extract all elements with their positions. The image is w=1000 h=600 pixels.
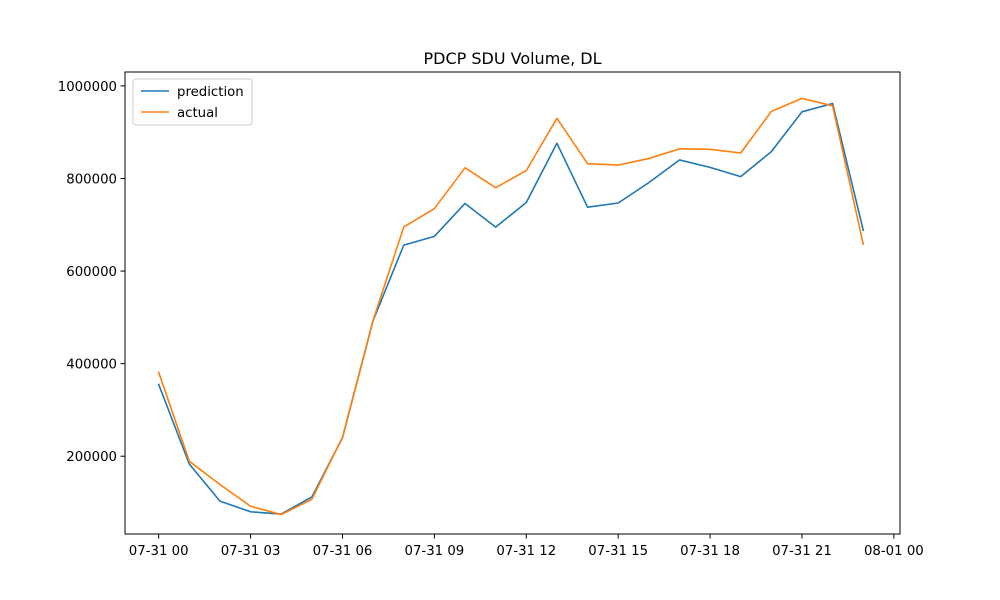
x-tick-label: 07-31 12 (496, 544, 556, 559)
y-tick-label: 400000 (66, 358, 117, 373)
legend-label-prediction: prediction (177, 85, 244, 100)
plot-area (157, 97, 865, 516)
x-tick-label: 08-01 00 (864, 544, 924, 559)
y-tick-label: 800000 (66, 172, 117, 187)
chart-title: PDCP SDU Volume, DL (423, 49, 601, 68)
x-tick-label: 07-31 06 (313, 544, 373, 559)
series-line-actual (157, 97, 865, 516)
axes: 07-31 00 07-31 03 07-31 06 07-31 09 07-31 12… (58, 71, 924, 559)
series-line-prediction (157, 102, 865, 515)
x-tick-label: 07-31 00 (129, 544, 189, 559)
x-tick-label: 07-31 15 (588, 544, 648, 559)
x-tick-label: 07-31 03 (221, 544, 281, 559)
y-tick-label: 200000 (66, 450, 117, 465)
legend: prediction actual (132, 78, 253, 126)
x-tick-label: 07-31 18 (680, 544, 740, 559)
legend-label-actual: actual (177, 106, 218, 121)
x-tick-label: 07-31 21 (772, 544, 832, 559)
y-tick-label: 1000000 (58, 80, 117, 95)
x-tick-label: 07-31 09 (404, 544, 464, 559)
plot-frame (124, 71, 901, 535)
y-tick-label: 600000 (66, 265, 117, 280)
